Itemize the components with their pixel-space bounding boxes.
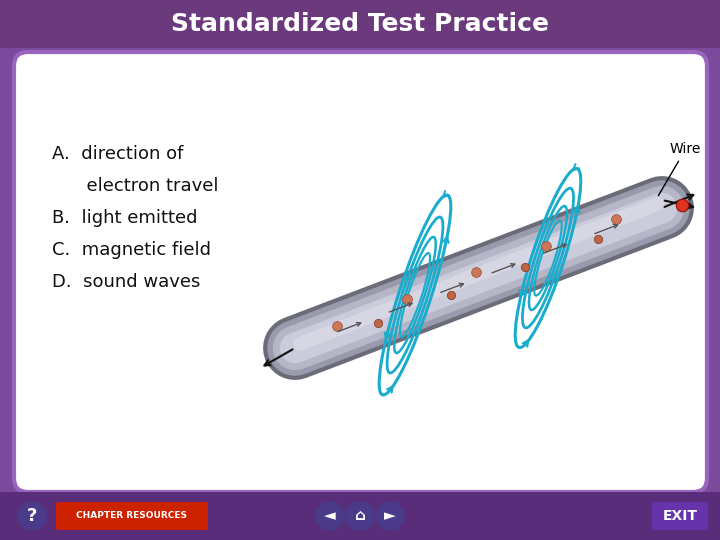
Text: Standardized Test Practice: Standardized Test Practice bbox=[171, 12, 549, 36]
Text: ◄: ◄ bbox=[324, 509, 336, 523]
Text: A.  direction of
      electron travel
B.  light emitted
C.  magnetic field
D.  : A. direction of electron travel B. light… bbox=[52, 145, 218, 291]
FancyBboxPatch shape bbox=[0, 0, 720, 48]
Text: ?: ? bbox=[27, 507, 37, 525]
Text: ⌂: ⌂ bbox=[354, 509, 366, 523]
Circle shape bbox=[18, 502, 46, 530]
Text: CHAPTER RESOURCES: CHAPTER RESOURCES bbox=[76, 511, 187, 521]
Circle shape bbox=[346, 502, 374, 530]
FancyBboxPatch shape bbox=[652, 502, 708, 530]
FancyBboxPatch shape bbox=[0, 492, 720, 540]
Circle shape bbox=[316, 502, 344, 530]
Text: Wire: Wire bbox=[658, 142, 701, 195]
Text: ►: ► bbox=[384, 509, 396, 523]
Text: EXIT: EXIT bbox=[662, 509, 698, 523]
FancyBboxPatch shape bbox=[14, 52, 707, 492]
FancyBboxPatch shape bbox=[56, 502, 208, 530]
Circle shape bbox=[376, 502, 404, 530]
